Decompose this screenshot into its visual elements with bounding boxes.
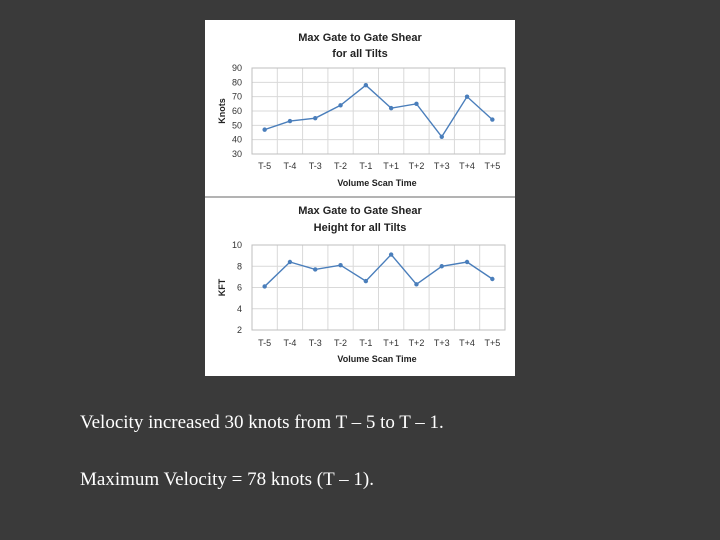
data-point [490, 276, 495, 282]
caption-max-velocity: Maximum Velocity = 78 knots (T – 1). [80, 469, 374, 490]
plot-area-frame [251, 67, 506, 155]
y-tick-label: 40 [232, 135, 242, 145]
chart-title-line: Height for all Tilts [314, 222, 407, 234]
x-tick-label: T-4 [283, 161, 296, 171]
x-tick-label: T-5 [258, 161, 271, 171]
data-point [439, 134, 444, 139]
x-tick-label: T-3 [309, 161, 322, 171]
chart-2: Max Gate to Gate Shear Height for all Til… [217, 205, 506, 364]
data-point [388, 105, 394, 111]
y-tick-label: 4 [237, 304, 242, 314]
x-tick-label: T-4 [283, 338, 296, 348]
data-point [464, 259, 470, 265]
data-point [414, 282, 419, 287]
x-tick-label: T+5 [484, 161, 500, 171]
data-point [313, 267, 318, 272]
data-point [287, 118, 293, 124]
data-point [363, 278, 369, 284]
y-tick-label: 10 [232, 240, 242, 250]
x-tick-label: T+2 [409, 338, 425, 348]
x-tick-label: T+3 [434, 161, 450, 171]
x-tick-label: T+4 [459, 161, 475, 171]
y-tick-label: 50 [232, 120, 242, 130]
caption-velocity-increase: Velocity increased 30 knots from T – 5 t… [80, 412, 444, 433]
chart-canvas: Max Gate to Gate Shear for all Tilts 30 40 5… [205, 32, 515, 364]
y-tick-label: 70 [232, 92, 242, 102]
y-axis-label: Knots [217, 98, 227, 124]
data-point [490, 117, 495, 122]
y-axis-label: KFT [217, 278, 227, 296]
x-tick-label: T-2 [334, 161, 347, 171]
y-tick-label: 30 [232, 149, 242, 159]
data-point [338, 262, 343, 268]
data-point [338, 103, 343, 108]
x-axis-label: Volume Scan Time [337, 178, 416, 188]
data-point [439, 264, 444, 269]
y-tick-label: 90 [232, 63, 242, 73]
x-axis-label: Volume Scan Time [337, 354, 416, 364]
chart-title-line: Max Gate to Gate Shear [298, 32, 422, 44]
data-point [287, 259, 293, 265]
y-tick-label: 8 [237, 261, 242, 271]
series-line [264, 84, 493, 139]
data-point [414, 101, 419, 107]
data-point [262, 284, 267, 289]
series-line [264, 253, 493, 287]
chart-title-line: for all Tilts [332, 48, 387, 60]
data-point [464, 94, 470, 99]
x-tick-label: T-3 [309, 338, 322, 348]
x-tick-label: T+1 [383, 161, 399, 171]
y-tick-label: 80 [232, 77, 242, 87]
x-tick-label: T-1 [359, 161, 372, 171]
data-point [363, 83, 369, 88]
x-tick-label: T+3 [434, 338, 450, 348]
x-tick-label: T+1 [383, 338, 399, 348]
y-tick-label: 6 [237, 283, 242, 293]
chart-title-line: Max Gate to Gate Shear [298, 205, 422, 217]
chart-1: Max Gate to Gate Shear for all Tilts 30 40 5… [217, 32, 506, 188]
x-tick-label: T-2 [334, 338, 347, 348]
data-point [388, 252, 394, 257]
data-point [262, 127, 267, 132]
y-tick-label: 60 [232, 106, 242, 116]
plot-area-frame [251, 244, 506, 331]
x-tick-label: T-5 [258, 338, 271, 348]
x-tick-label: T+5 [484, 338, 500, 348]
data-point [313, 115, 318, 121]
x-tick-label: T+4 [459, 338, 475, 348]
chart-figure: Max Gate to Gate Shear for all Tilts 30 40 5… [205, 20, 515, 376]
y-tick-label: 2 [237, 325, 242, 335]
x-tick-label: T-1 [359, 338, 372, 348]
x-tick-label: T+2 [409, 161, 425, 171]
